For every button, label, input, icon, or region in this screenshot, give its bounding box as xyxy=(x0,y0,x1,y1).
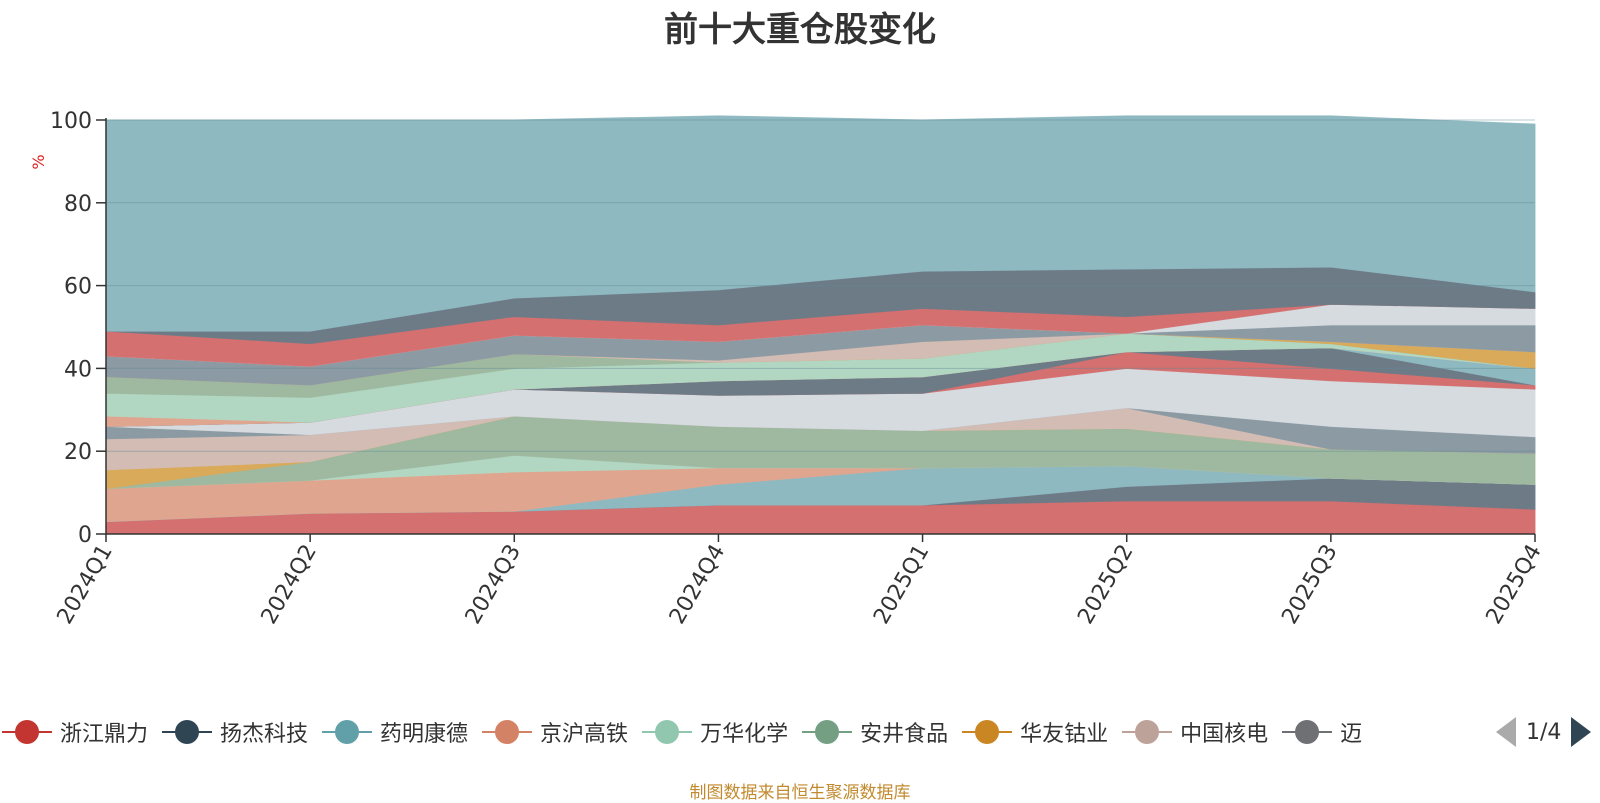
y-tick-label: 100 xyxy=(50,109,92,134)
legend-label: 安井食品 xyxy=(860,722,949,747)
legend-label: 中国核电 xyxy=(1180,722,1269,747)
legend-pager: 1/4 xyxy=(1496,712,1600,752)
stacked-area-chart: 0 20 40 60 80 100 2024Q1 2024Q2 2024Q3 2024Q4 2025… xyxy=(29,109,1547,628)
legend-item-1[interactable]: 浙江鼎力 xyxy=(2,712,148,752)
x-tick-label: 2024Q4 xyxy=(665,540,730,628)
legend-next-page-icon[interactable] xyxy=(1571,717,1592,747)
legend-item-9[interactable]: 迈 xyxy=(1282,712,1362,752)
y-tick-label: 40 xyxy=(64,357,92,382)
axes xyxy=(105,118,1535,535)
area-layers xyxy=(105,115,1536,535)
y-tick-label: 80 xyxy=(64,192,92,217)
legend-marker-icon xyxy=(482,719,533,745)
legend-marker-icon xyxy=(1122,719,1173,745)
chart-title: 前十大重仓股变化 xyxy=(664,10,936,50)
legend-item-5[interactable]: 万华化学 xyxy=(642,712,788,752)
legend-marker-icon xyxy=(962,719,1013,745)
legend-item-3[interactable]: 药明康德 xyxy=(322,712,468,752)
legend-marker-icon xyxy=(1282,719,1333,745)
x-tick-label: 2024Q1 xyxy=(53,540,118,628)
x-tick-label: 2025Q3 xyxy=(1277,540,1342,628)
legend-item-2[interactable]: 扬杰科技 xyxy=(162,712,308,752)
legend-item-4[interactable]: 京沪高铁 xyxy=(482,712,628,752)
legend-label: 京沪高铁 xyxy=(540,722,629,747)
legend-label: 万华化学 xyxy=(700,722,789,747)
x-tick-label: 2024Q2 xyxy=(257,540,322,628)
legend-item-6[interactable]: 安井食品 xyxy=(802,712,948,752)
y-tick-label: 20 xyxy=(64,440,92,465)
legend-prev-page-icon[interactable] xyxy=(1496,717,1516,747)
y-axis-unit-label: % xyxy=(29,154,48,169)
grid-lines xyxy=(106,119,1535,452)
data-source-note: 制图数据来自恒生聚源数据库 xyxy=(689,783,911,803)
legend-label: 迈 xyxy=(1340,722,1363,747)
legend-label: 药明康德 xyxy=(380,722,469,747)
legend: 浙江鼎力 扬杰科技 药明康德 京沪高铁 万华化学 安井食品 华友钴业 中国核电 迈 xyxy=(0,712,1485,752)
x-tick-label: 2025Q1 xyxy=(869,540,934,628)
legend-marker-icon xyxy=(802,719,853,745)
legend-label: 浙江鼎力 xyxy=(60,722,149,747)
y-tick-label: 0 xyxy=(78,523,92,548)
legend-marker-icon xyxy=(162,719,213,745)
legend-marker-icon xyxy=(2,719,52,745)
legend-marker-icon xyxy=(322,719,373,745)
x-tick-label: 2025Q2 xyxy=(1073,540,1138,628)
legend-label: 扬杰科技 xyxy=(220,722,309,747)
legend-item-7[interactable]: 华友钴业 xyxy=(962,712,1108,752)
area-layer-23 xyxy=(105,115,1536,332)
x-tick-label: 2025Q4 xyxy=(1482,540,1547,628)
x-tick-label: 2024Q3 xyxy=(461,540,526,628)
legend-label: 华友钴业 xyxy=(1020,722,1109,747)
legend-page-indicator: 1/4 xyxy=(1526,719,1562,745)
legend-item-8[interactable]: 中国核电 xyxy=(1122,712,1268,752)
legend-marker-icon xyxy=(642,719,693,745)
y-tick-label: 60 xyxy=(64,275,92,300)
